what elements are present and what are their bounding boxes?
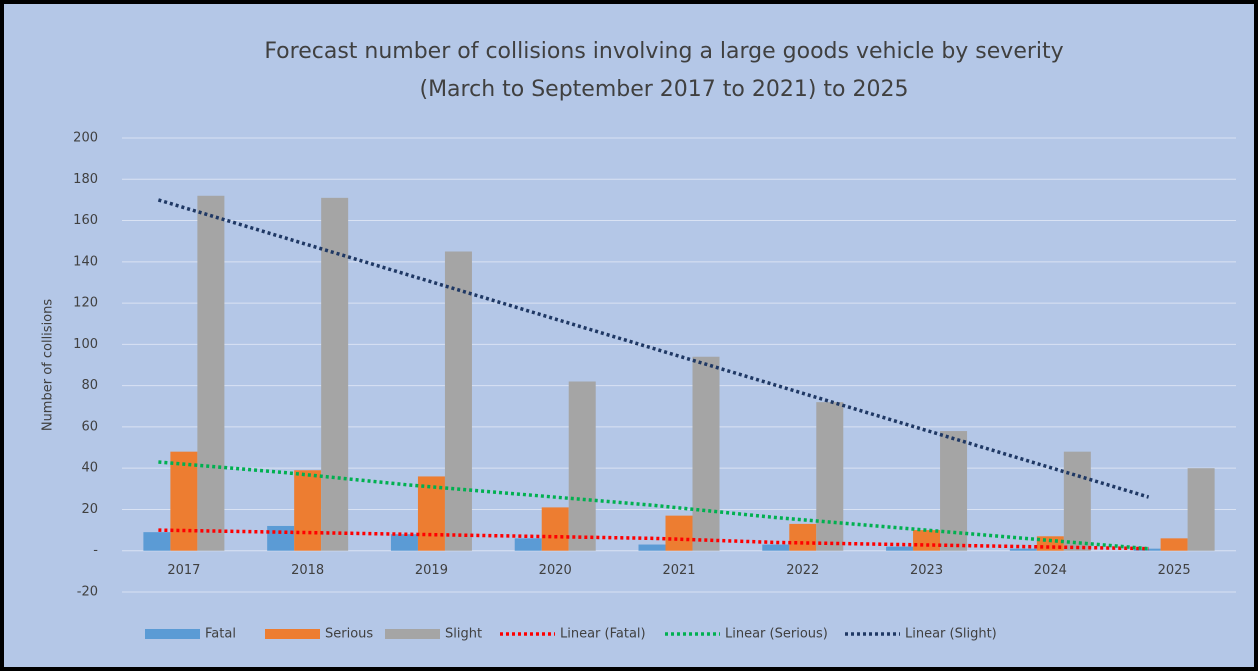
- bar: [816, 402, 844, 551]
- x-tick-label: 2020: [539, 563, 572, 578]
- trendline: [158, 460, 1149, 551]
- x-tick-label: 2024: [1034, 563, 1067, 578]
- y-tick-label: -20: [77, 585, 98, 600]
- bar: [294, 470, 322, 551]
- bar: [197, 195, 225, 551]
- y-tick-label: 160: [73, 213, 98, 228]
- legend-label: Fatal: [205, 627, 236, 642]
- y-tick-label: 120: [73, 296, 98, 311]
- bar: [692, 356, 720, 551]
- bar: [913, 530, 941, 551]
- bar: [665, 515, 693, 551]
- y-tick-label: 180: [73, 172, 98, 187]
- trendline: [157, 198, 1150, 499]
- chart-title: Forecast number of collisions involving …: [264, 39, 1063, 64]
- bar: [267, 525, 295, 551]
- x-tick-label: 2019: [415, 563, 448, 578]
- bar: [638, 544, 666, 551]
- y-tick-label: 80: [81, 378, 98, 393]
- y-tick-label: 60: [81, 419, 98, 434]
- y-tick-label: 40: [81, 461, 98, 476]
- x-tick-label: 2022: [786, 563, 819, 578]
- bar: [1160, 538, 1188, 551]
- bar: [886, 546, 914, 551]
- x-tick-label: 2025: [1158, 563, 1191, 578]
- y-tick-label: 100: [73, 337, 98, 352]
- bar: [1009, 548, 1037, 551]
- legend-label: Serious: [325, 627, 373, 642]
- legend-label: Slight: [445, 627, 482, 642]
- bar: [143, 532, 171, 551]
- bar: [1187, 468, 1215, 551]
- legend-label: Linear (Slight): [905, 627, 997, 642]
- y-axis-label: Number of collisions: [41, 299, 56, 432]
- y-tick-label: -: [93, 543, 98, 558]
- x-tick-label: 2021: [662, 563, 695, 578]
- bar: [541, 507, 569, 551]
- legend-swatch: [145, 629, 200, 639]
- bar: [514, 538, 542, 551]
- bar: [390, 534, 418, 551]
- bar: [568, 381, 596, 551]
- y-tick-label: 140: [73, 254, 98, 269]
- legend-label: Linear (Fatal): [560, 627, 646, 642]
- x-tick-label: 2018: [291, 563, 324, 578]
- bar: [762, 544, 790, 551]
- bar: [444, 251, 472, 551]
- legend-label: Linear (Serious): [725, 627, 828, 642]
- bar: [1063, 451, 1091, 551]
- x-tick-label: 2023: [910, 563, 943, 578]
- y-tick-label: 20: [81, 502, 98, 517]
- chart-subtitle: (March to September 2017 to 2021) to 202…: [419, 77, 908, 102]
- legend-swatch: [385, 629, 440, 639]
- legend-swatch: [265, 629, 320, 639]
- bar: [170, 451, 198, 551]
- y-tick-label: 200: [73, 131, 98, 146]
- x-tick-label: 2017: [167, 563, 200, 578]
- bar: [789, 523, 817, 551]
